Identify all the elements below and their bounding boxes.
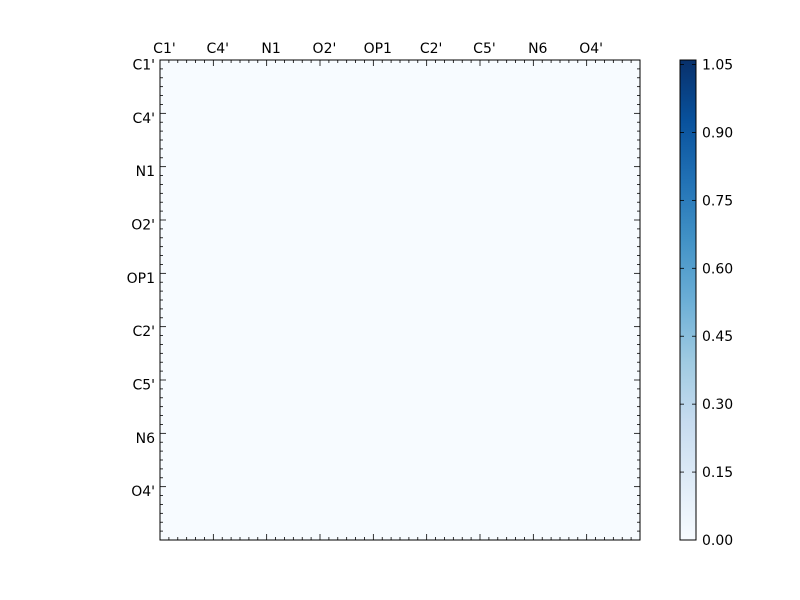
colorbar-tick-label: 0.15: [702, 465, 733, 481]
x-tick-label: N1: [261, 41, 280, 57]
y-tick-label: C5': [132, 377, 155, 393]
y-tick-label: OP1: [127, 271, 155, 287]
y-tick-label: N1: [136, 164, 155, 180]
y-tick-label: C4': [132, 111, 155, 127]
y-tick-label: N6: [136, 431, 155, 447]
heatmap-background: [160, 60, 640, 540]
x-tick-label: C4': [207, 41, 230, 57]
y-axis-ticks: C1' C4' N1 O2' OP1 C2' C5' N6 O4': [127, 57, 640, 541]
x-tick-label: C1': [153, 41, 176, 57]
x-tick-label: O4': [579, 41, 603, 57]
x-tick-label: C5': [473, 41, 496, 57]
y-tick-label: C2': [132, 324, 155, 340]
colorbar-tick-label: 0.90: [702, 125, 733, 141]
colorbar-tick-label: 0.75: [702, 193, 733, 209]
colorbar-ticks: 0.00 0.15 0.30 0.45 0.60 0.75 0.90 1.05: [680, 58, 733, 549]
colorbar-tick-label: 0.45: [702, 329, 733, 345]
colorbar-tick-label: 0.00: [702, 533, 733, 549]
x-axis-ticks: C1' C4' N1 O2' OP1 C2' C5' N6 O4': [153, 41, 641, 540]
colorbar: [679, 59, 697, 541]
y-tick-label: O4': [131, 484, 155, 500]
colorbar-tick-label: 0.60: [702, 261, 733, 277]
colorbar-tick-label: 1.05: [702, 58, 733, 74]
y-tick-label: C1': [132, 57, 155, 73]
heatmap-cells: [160, 60, 640, 540]
x-tick-label: O2': [313, 41, 337, 57]
x-tick-label: OP1: [364, 41, 392, 57]
y-tick-label: O2': [131, 217, 155, 233]
x-tick-label: C2': [420, 41, 443, 57]
x-tick-label: N6: [528, 41, 547, 57]
colorbar-tick-label: 0.30: [702, 397, 733, 413]
